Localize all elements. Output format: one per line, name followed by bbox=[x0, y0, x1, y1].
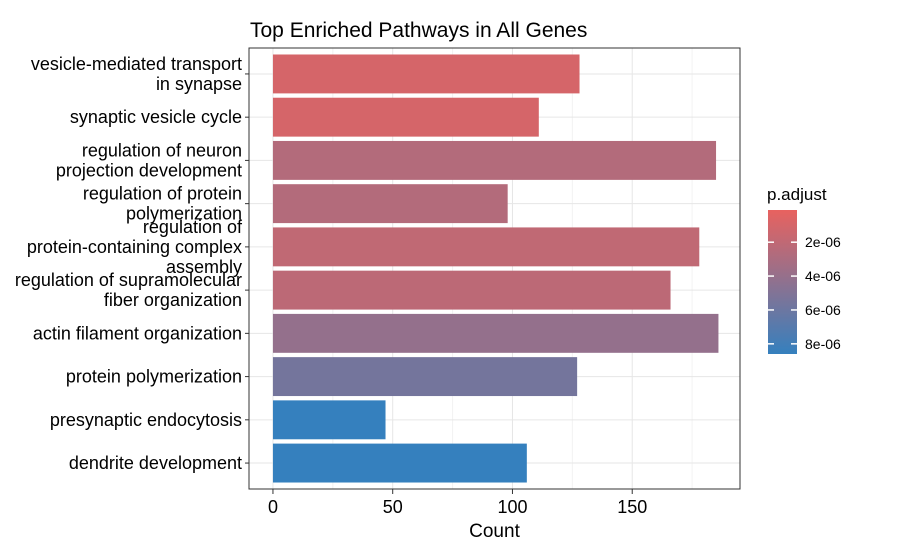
y-tick-label: synaptic vesicle cycle bbox=[70, 107, 242, 127]
y-tick-label: presynaptic endocytosis bbox=[50, 410, 242, 430]
x-axis: 0 50 100 150 bbox=[268, 489, 647, 517]
bar bbox=[272, 140, 717, 180]
legend-tick-label: 8e-06 bbox=[805, 336, 841, 352]
y-tick-label-line: vesicle-mediated transport bbox=[31, 54, 242, 74]
bar bbox=[272, 97, 539, 137]
legend-tick-label: 6e-06 bbox=[805, 302, 841, 318]
y-tick-label-line: in synapse bbox=[156, 74, 242, 94]
color-legend: p.adjust 2e-06 4e-06 6e-06 8e-06 bbox=[767, 185, 841, 354]
x-tick-label: 50 bbox=[383, 497, 403, 517]
y-tick-label: regulation of supramolecular fiber organi… bbox=[15, 270, 242, 310]
y-tick-label-line: regulation of protein bbox=[83, 184, 242, 204]
chart-title: Top Enriched Pathways in All Genes bbox=[250, 19, 587, 42]
y-tick-label-line: regulation of supramolecular bbox=[15, 270, 242, 290]
bars bbox=[272, 54, 719, 483]
y-tick-label-line: regulation of neuron bbox=[82, 140, 242, 160]
x-axis-title: Count bbox=[469, 521, 520, 542]
y-tick-label-line: projection development bbox=[56, 160, 242, 180]
legend-tick-label: 2e-06 bbox=[805, 234, 841, 250]
y-tick-label: actin filament organization bbox=[33, 323, 242, 343]
bar bbox=[272, 270, 671, 310]
y-tick-label-line: dendrite development bbox=[69, 453, 242, 473]
legend-colorbar bbox=[768, 210, 797, 354]
x-tick-label: 0 bbox=[268, 497, 278, 517]
y-tick-label: dendrite development bbox=[69, 453, 242, 473]
y-tick-label: vesicle-mediated transport in synapse bbox=[31, 54, 242, 94]
x-tick-label: 100 bbox=[497, 497, 527, 517]
y-tick-label: protein polymerization bbox=[66, 367, 242, 387]
x-tick-label: 150 bbox=[617, 497, 647, 517]
legend-tick-label: 4e-06 bbox=[805, 268, 841, 284]
y-tick-label: regulation of neuron projection developme… bbox=[56, 140, 242, 180]
y-tick-label-line: polymerization bbox=[126, 204, 242, 224]
bar bbox=[272, 357, 578, 397]
y-tick-label-line: fiber organization bbox=[104, 290, 242, 310]
y-tick-label: regulation of protein polymerization bbox=[83, 184, 242, 224]
y-tick-label-line: protein-containing complex bbox=[27, 237, 242, 257]
bar bbox=[272, 443, 527, 483]
y-axis: vesicle-mediated transport in synapse syna… bbox=[15, 54, 249, 473]
y-tick-label-line: presynaptic endocytosis bbox=[50, 410, 242, 430]
y-tick-label-line: synaptic vesicle cycle bbox=[70, 107, 242, 127]
bar bbox=[272, 184, 508, 224]
y-tick-label-line: protein polymerization bbox=[66, 367, 242, 387]
bar bbox=[272, 227, 700, 267]
bar bbox=[272, 54, 580, 94]
bar bbox=[272, 313, 719, 353]
bar bbox=[272, 400, 386, 440]
y-tick-label-line: actin filament organization bbox=[33, 323, 242, 343]
y-tick-label-line: regulation of bbox=[143, 217, 243, 237]
plot-panel-border bbox=[248, 47, 741, 490]
y-tick-label: regulation of protein-containing complex a… bbox=[27, 217, 243, 277]
y-tick-label-line: assembly bbox=[166, 257, 242, 277]
legend-title: p.adjust bbox=[767, 185, 827, 204]
